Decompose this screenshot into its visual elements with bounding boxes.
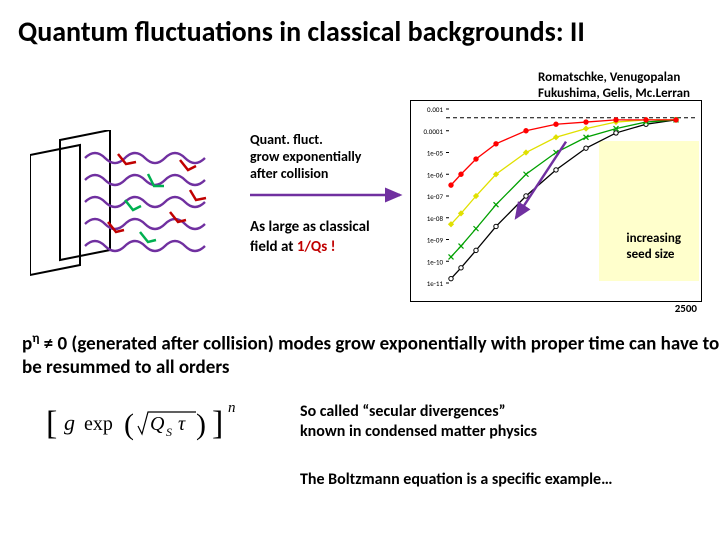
body2-l1: So called “secular divergences” xyxy=(300,402,537,422)
svg-text:1e-10: 1e-10 xyxy=(427,257,444,266)
svg-text:]: ] xyxy=(212,405,223,442)
annotation-quant-fluct: Quant. fluct. grow exponentially after c… xyxy=(250,132,361,182)
authors-block: Romatschke, Venugopalan Fukushima, Gelis… xyxy=(538,70,690,101)
svg-text:0.0001: 0.0001 xyxy=(423,127,443,136)
slide-title: Quantum fluctuations in classical backgr… xyxy=(18,14,585,49)
svg-text:0.001: 0.001 xyxy=(427,105,443,114)
annot-large-l1: As large as classical xyxy=(250,218,370,238)
svg-text:1e-08: 1e-08 xyxy=(427,214,444,223)
arrow-to-plot xyxy=(250,185,410,205)
svg-text:g: g xyxy=(64,410,75,435)
secular-formula: [ g exp ( Q S τ ) ] n xyxy=(46,400,286,448)
annot-quant-l2: grow exponentially xyxy=(250,149,361,166)
authors-line-2: Fukushima, Gelis, Mc.Lerran xyxy=(538,86,690,102)
svg-text:1e-06: 1e-06 xyxy=(427,170,444,179)
growth-plot: 1e-11 1e-10 1e-09 1e-08 1e-07 1e-06 1e-05 0.000… xyxy=(410,100,702,302)
svg-text:1e-09: 1e-09 xyxy=(427,236,444,245)
annotation-as-large: As large as classical field at 1/Qs ! xyxy=(250,218,370,257)
body-text-boltzmann: The Boltzmann equation is a specific exa… xyxy=(300,470,612,489)
annot-large-l2: field at 1/Qs ! xyxy=(250,238,370,258)
collision-sheet-diagram xyxy=(30,130,230,280)
svg-text:(: ( xyxy=(124,408,134,441)
svg-text:S: S xyxy=(166,425,172,439)
svg-text:1e-11: 1e-11 xyxy=(427,279,444,288)
authors-line-1: Romatschke, Venugopalan xyxy=(538,70,690,86)
body2-l2: known in condensed matter physics xyxy=(300,422,537,442)
seed-size-label: increasing seed size xyxy=(626,231,681,262)
svg-text:n: n xyxy=(228,400,236,416)
x-tick-last: 2500 xyxy=(675,302,697,315)
svg-text:): ) xyxy=(196,408,206,441)
annot-quant-l3: after collision xyxy=(250,166,361,183)
svg-text:τ: τ xyxy=(178,413,186,435)
svg-text:exp: exp xyxy=(84,413,113,435)
body-text-modes: pη ≠ 0 (generated after collision) modes… xyxy=(22,330,720,380)
body-text-secular: So called “secular divergences” known in… xyxy=(300,402,537,442)
annot-quant-l1: Quant. fluct. xyxy=(250,132,361,149)
svg-text:1e-07: 1e-07 xyxy=(427,192,444,201)
svg-text:[: [ xyxy=(46,405,57,442)
svg-text:Q: Q xyxy=(150,413,165,435)
svg-text:1e-05: 1e-05 xyxy=(427,149,444,158)
